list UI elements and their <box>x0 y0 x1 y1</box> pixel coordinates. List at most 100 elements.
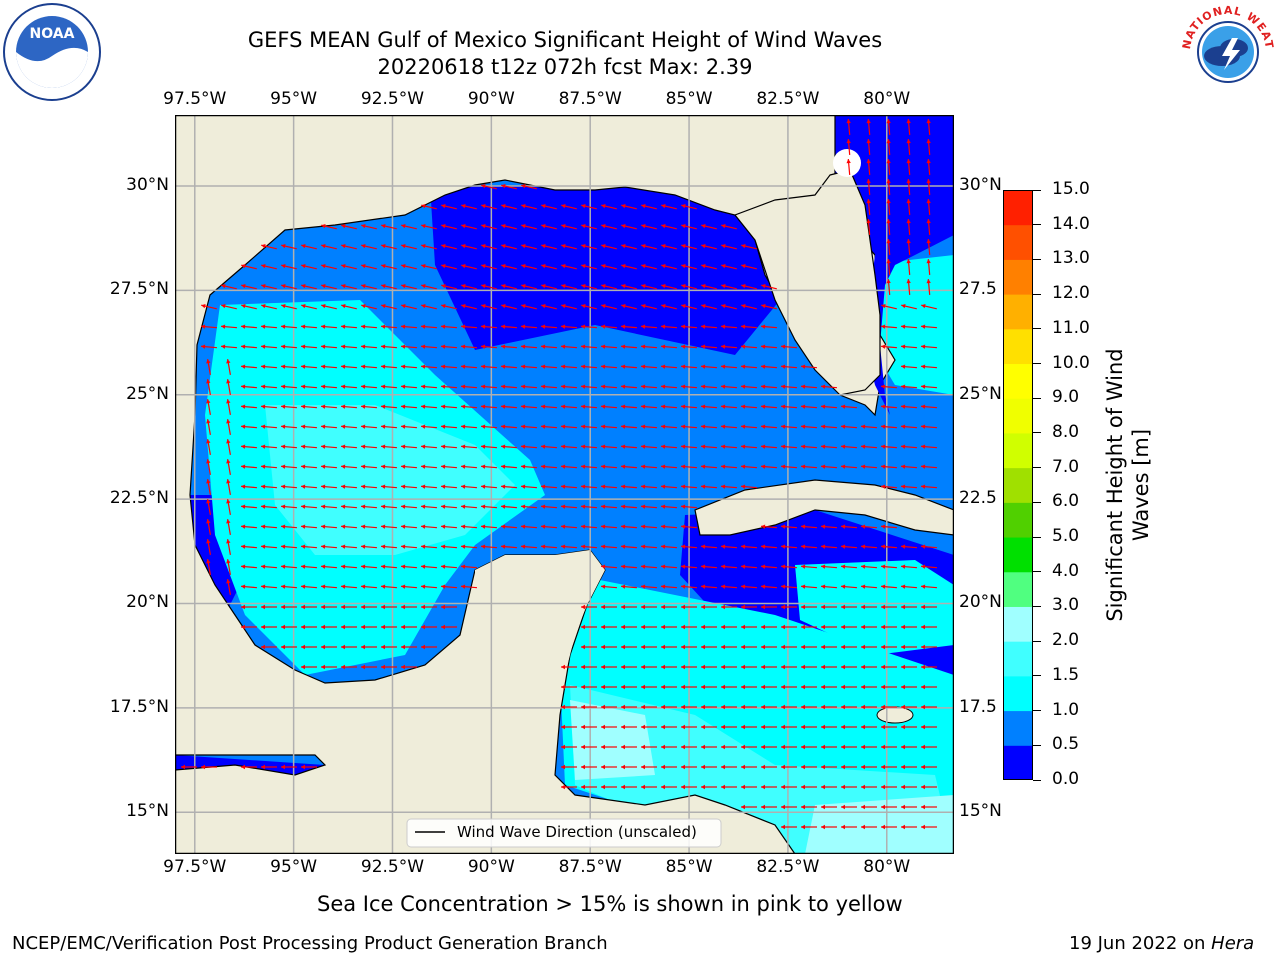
wave-arrow-head <box>541 544 546 549</box>
wave-arrow-head <box>441 484 446 489</box>
wave-arrow-head <box>461 584 466 589</box>
wave-arrow-head <box>301 364 306 369</box>
wave-arrow-head <box>621 303 626 309</box>
wave-arrow-head <box>866 219 871 224</box>
wave-arrow-head <box>601 524 606 529</box>
wave-arrow-head <box>341 344 346 349</box>
wave-arrow-head <box>221 344 226 349</box>
wave-arrow-head <box>561 744 565 750</box>
wave-arrow-head <box>841 684 845 690</box>
wave-arrow-head <box>521 283 526 289</box>
wave-arrow-head <box>401 524 406 529</box>
wave-arrow-head <box>926 199 931 204</box>
lat-tick-left: 22.5°N <box>109 488 169 509</box>
wave-arrow-head <box>921 564 926 569</box>
wave-arrow-head <box>361 243 366 249</box>
footer-date-text: 19 Jun 2022 on <box>1069 933 1212 954</box>
wave-arrow-head <box>641 384 646 389</box>
wave-arrow-head <box>541 464 546 469</box>
wave-arrow-head <box>481 424 486 429</box>
wave-arrow-head <box>661 504 666 509</box>
wave-arrow-head <box>361 484 366 489</box>
wave-arrow-head <box>581 203 586 209</box>
wave-arrow-head <box>281 243 286 249</box>
wave-arrow-head <box>861 804 865 810</box>
wave-arrow-head <box>241 504 246 509</box>
colorbar <box>1003 190 1033 781</box>
wave-arrow-head <box>361 544 366 549</box>
wave-arrow-head <box>401 504 406 509</box>
wave-arrow-head <box>781 744 785 750</box>
wave-arrow-head <box>801 764 805 770</box>
wave-arrow-head <box>341 404 346 409</box>
wave-arrow-head <box>501 524 506 529</box>
wave-arrow-head <box>281 464 286 469</box>
wave-arrow-head <box>881 644 885 650</box>
wave-arrow-head <box>461 444 466 449</box>
wave-arrow-head <box>641 684 645 690</box>
wave-arrow-head <box>581 704 585 710</box>
wave-arrow-head <box>581 784 585 790</box>
wave-arrow-head <box>541 263 546 269</box>
wave-arrow-head <box>401 444 406 449</box>
wave-arrow-head <box>621 744 625 750</box>
wave-arrow-head <box>381 364 386 369</box>
lon-tick-top: 82.5°W <box>756 89 820 109</box>
wave-arrow-head <box>681 324 686 329</box>
wave-arrow-head <box>621 283 626 289</box>
wave-arrow-head <box>241 484 246 489</box>
wave-arrow-head <box>701 344 706 349</box>
wave-arrow-head <box>701 724 705 730</box>
wave-arrow-head <box>301 464 306 469</box>
wave-arrow-head <box>926 219 931 224</box>
wave-arrow-head <box>881 324 886 329</box>
wave-arrow-head <box>886 279 891 284</box>
wave-arrow-head <box>621 624 625 630</box>
wave-arrow-head <box>561 223 566 229</box>
wave-arrow-head <box>421 364 426 369</box>
colorbar-tick-label: 8.0 <box>1052 421 1080 442</box>
wave-arrow-head <box>421 324 426 329</box>
wave-arrow-head <box>761 704 765 710</box>
wave-arrow-head <box>866 179 871 184</box>
wave-arrow-head <box>881 664 885 670</box>
wave-arrow-head <box>301 344 306 349</box>
wave-arrow-head <box>921 584 926 589</box>
wave-arrow-head <box>721 764 725 770</box>
wave-arrow-head <box>721 784 725 790</box>
wave-arrow-head <box>561 724 565 730</box>
wave-arrow-head <box>561 784 565 790</box>
wave-arrow-head <box>341 243 346 249</box>
colorbar-tick-label: 13.0 <box>1052 248 1090 269</box>
wave-arrow-head <box>401 584 406 589</box>
wave-arrow-head <box>521 444 526 449</box>
wave-arrow-head <box>681 263 686 269</box>
wave-arrow-head <box>441 364 446 369</box>
wave-arrow-head <box>241 324 246 329</box>
colorbar-tick-label: 6.0 <box>1052 491 1080 512</box>
wave-arrow-head <box>901 604 905 610</box>
wave-arrow-head <box>561 444 566 449</box>
wave-arrow-head <box>881 604 885 610</box>
wave-arrow-head <box>701 464 706 469</box>
wave-arrow-head <box>341 444 346 449</box>
wave-arrow-head <box>421 584 426 589</box>
wave-arrow-head <box>661 243 666 249</box>
wave-arrow-head <box>881 584 886 589</box>
footer-machine: Hera <box>1211 933 1255 954</box>
wave-arrow-head <box>861 544 866 549</box>
wave-arrow-head <box>781 804 785 810</box>
wave-arrow-head <box>421 604 425 610</box>
wave-arrow-head <box>701 664 705 670</box>
wave-arrow-head <box>301 424 306 429</box>
wave-arrow-head <box>401 604 405 610</box>
wave-arrow-head <box>861 424 866 429</box>
wave-arrow-head <box>901 784 905 790</box>
wave-arrow-head <box>921 804 925 810</box>
wave-arrow-head <box>906 119 911 124</box>
wave-arrow-head <box>501 464 506 469</box>
wave-arrow-head <box>861 724 865 730</box>
wave-arrow-head <box>641 704 645 710</box>
wave-arrow-head <box>361 564 366 569</box>
colorbar-tick-label: 11.0 <box>1052 317 1090 338</box>
